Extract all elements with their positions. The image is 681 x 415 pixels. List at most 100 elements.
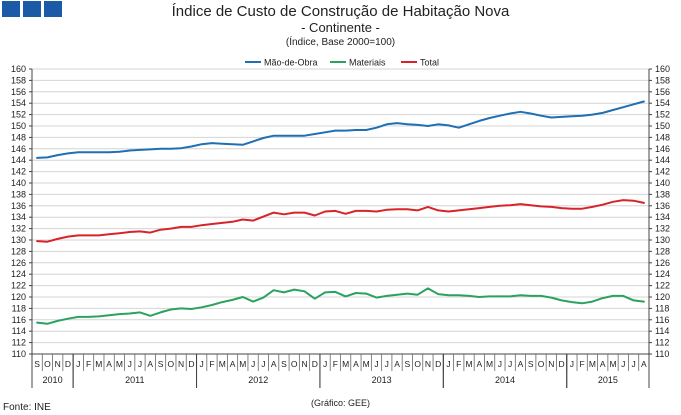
y-tick-label-right: 130 — [655, 235, 670, 245]
legend-item: Mão-de-Obra — [245, 58, 318, 68]
y-tick-label-right: 150 — [655, 121, 670, 131]
x-tick-label: A — [230, 359, 236, 369]
x-tick-label: M — [465, 359, 472, 369]
x-tick-label: D — [559, 359, 565, 369]
logo-block — [2, 1, 20, 17]
y-tick-label-left: 112 — [12, 338, 26, 348]
y-tick-label-right: 112 — [655, 338, 669, 348]
y-tick-label-right: 132 — [655, 224, 670, 234]
x-tick-label: S — [281, 359, 287, 369]
y-tick-label-left: 110 — [12, 349, 26, 359]
y-tick-label-left: 140 — [11, 178, 26, 188]
y-tick-label-left: 148 — [11, 132, 26, 142]
source-note: Fonte: INE — [3, 402, 51, 413]
year-label: 2011 — [125, 375, 144, 385]
y-tick-label-right: 156 — [655, 87, 670, 97]
y-tick-label-right: 146 — [655, 144, 670, 154]
x-tick-label: O — [414, 359, 421, 369]
x-tick-label: N — [178, 359, 184, 369]
x-tick-label: A — [106, 359, 112, 369]
logo-block — [23, 1, 41, 17]
x-tick-label: M — [239, 359, 246, 369]
y-tick-label-right: 136 — [655, 201, 670, 211]
x-tick-label: M — [116, 359, 123, 369]
x-tick-label: D — [188, 359, 194, 369]
y-tick-label-left: 150 — [11, 121, 26, 131]
y-tick-label-left: 138 — [11, 189, 26, 199]
x-tick-label: J — [251, 359, 255, 369]
y-tick-label-right: 154 — [655, 98, 670, 108]
x-tick-label: J — [261, 359, 265, 369]
x-tick-label: J — [323, 359, 327, 369]
x-tick-label: N — [548, 359, 554, 369]
year-label: 2010 — [43, 375, 63, 385]
x-tick-label: O — [291, 359, 298, 369]
chart-credit: (Gráfico: GEE) — [310, 398, 370, 408]
year-label: 2013 — [372, 375, 392, 385]
x-tick-label: J — [374, 359, 378, 369]
y-tick-label-right: 122 — [655, 281, 670, 291]
y-tick-label-left: 130 — [11, 235, 26, 245]
x-tick-label: S — [528, 359, 534, 369]
y-tick-label-left: 160 — [11, 64, 26, 74]
x-tick-label: M — [342, 359, 349, 369]
x-tick-label: D — [435, 359, 441, 369]
x-tick-label: M — [486, 359, 493, 369]
x-tick-label: J — [446, 359, 450, 369]
y-tick-label-left: 122 — [11, 281, 26, 291]
x-tick-label: A — [518, 359, 524, 369]
y-tick-label-left: 118 — [12, 303, 26, 313]
x-tick-label: J — [138, 359, 142, 369]
series-line-Mão-de-Obra — [36, 100, 645, 159]
y-tick-label-left: 116 — [12, 315, 26, 325]
y-tick-label-left: 126 — [11, 258, 26, 268]
y-tick-label-left: 114 — [12, 326, 26, 336]
x-tick-label: A — [147, 359, 153, 369]
y-tick-label-left: 144 — [11, 155, 26, 165]
x-tick-label: M — [609, 359, 616, 369]
x-tick-label: J — [570, 359, 574, 369]
y-tick-label-left: 158 — [11, 75, 26, 85]
y-tick-label-left: 154 — [11, 98, 26, 108]
y-tick-label-left: 136 — [11, 201, 26, 211]
x-tick-label: J — [76, 359, 80, 369]
y-tick-label-right: 144 — [655, 155, 670, 165]
x-tick-label: J — [621, 359, 625, 369]
x-tick-label: F — [333, 359, 338, 369]
year-label: 2012 — [248, 375, 268, 385]
x-tick-label: D — [312, 359, 318, 369]
x-tick-label: F — [86, 359, 91, 369]
y-tick-label-right: 128 — [655, 246, 670, 256]
x-tick-label: D — [65, 359, 71, 369]
x-tick-label: A — [271, 359, 277, 369]
x-tick-label: J — [385, 359, 389, 369]
x-tick-label: M — [95, 359, 102, 369]
y-tick-label-left: 142 — [11, 167, 26, 177]
ine-logo — [2, 1, 62, 17]
x-tick-label: O — [44, 359, 51, 369]
chart-unit: (Índice, Base 2000=100) — [285, 37, 396, 48]
x-tick-label: A — [353, 359, 359, 369]
y-tick-label-right: 142 — [655, 167, 670, 177]
y-tick-label-left: 132 — [11, 224, 26, 234]
legend-label: Total — [420, 58, 439, 68]
series-line-Materiais — [36, 287, 645, 325]
y-tick-label-right: 114 — [655, 326, 669, 336]
x-tick-label: N — [425, 359, 431, 369]
y-tick-label-left: 146 — [11, 144, 26, 154]
y-tick-label-left: 156 — [11, 87, 26, 97]
y-tick-label-right: 158 — [655, 75, 670, 85]
y-tick-label-left: 134 — [11, 212, 26, 222]
x-tick-label: J — [498, 359, 502, 369]
x-tick-label: S — [158, 359, 164, 369]
logo-block — [44, 1, 62, 17]
series-line-Total — [36, 199, 645, 243]
x-tick-label: A — [641, 359, 647, 369]
legend-label: Materiais — [349, 58, 386, 68]
legend-label: Mão-de-Obra — [264, 58, 318, 68]
chart-subtitle: - Continente - — [301, 20, 380, 35]
y-tick-label-right: 152 — [655, 110, 670, 120]
chart-title: Índice de Custo de Construção de Habitaç… — [171, 3, 510, 20]
y-tick-label-left: 152 — [11, 110, 26, 120]
